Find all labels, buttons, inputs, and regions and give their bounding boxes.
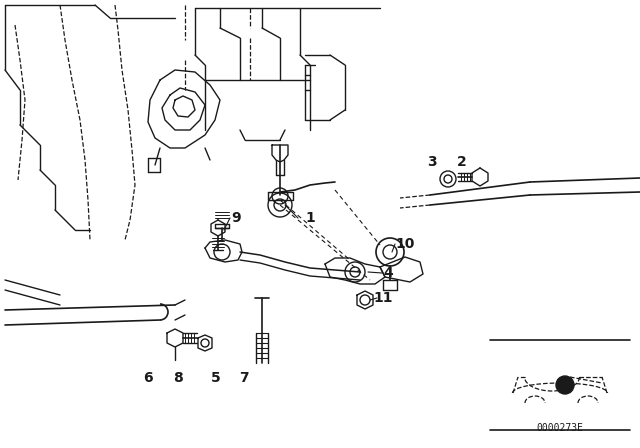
Text: 3: 3 <box>427 155 437 169</box>
Text: 1: 1 <box>305 211 315 225</box>
Text: 9: 9 <box>231 211 241 225</box>
Text: 6: 6 <box>143 371 153 385</box>
Text: 8: 8 <box>173 371 183 385</box>
Text: 0000273E: 0000273E <box>536 423 584 433</box>
Circle shape <box>556 376 574 394</box>
Text: 5: 5 <box>211 371 221 385</box>
Text: 11: 11 <box>373 291 393 305</box>
Text: 10: 10 <box>396 237 415 251</box>
Text: 4: 4 <box>383 266 393 280</box>
Text: 7: 7 <box>239 371 249 385</box>
Text: 2: 2 <box>457 155 467 169</box>
